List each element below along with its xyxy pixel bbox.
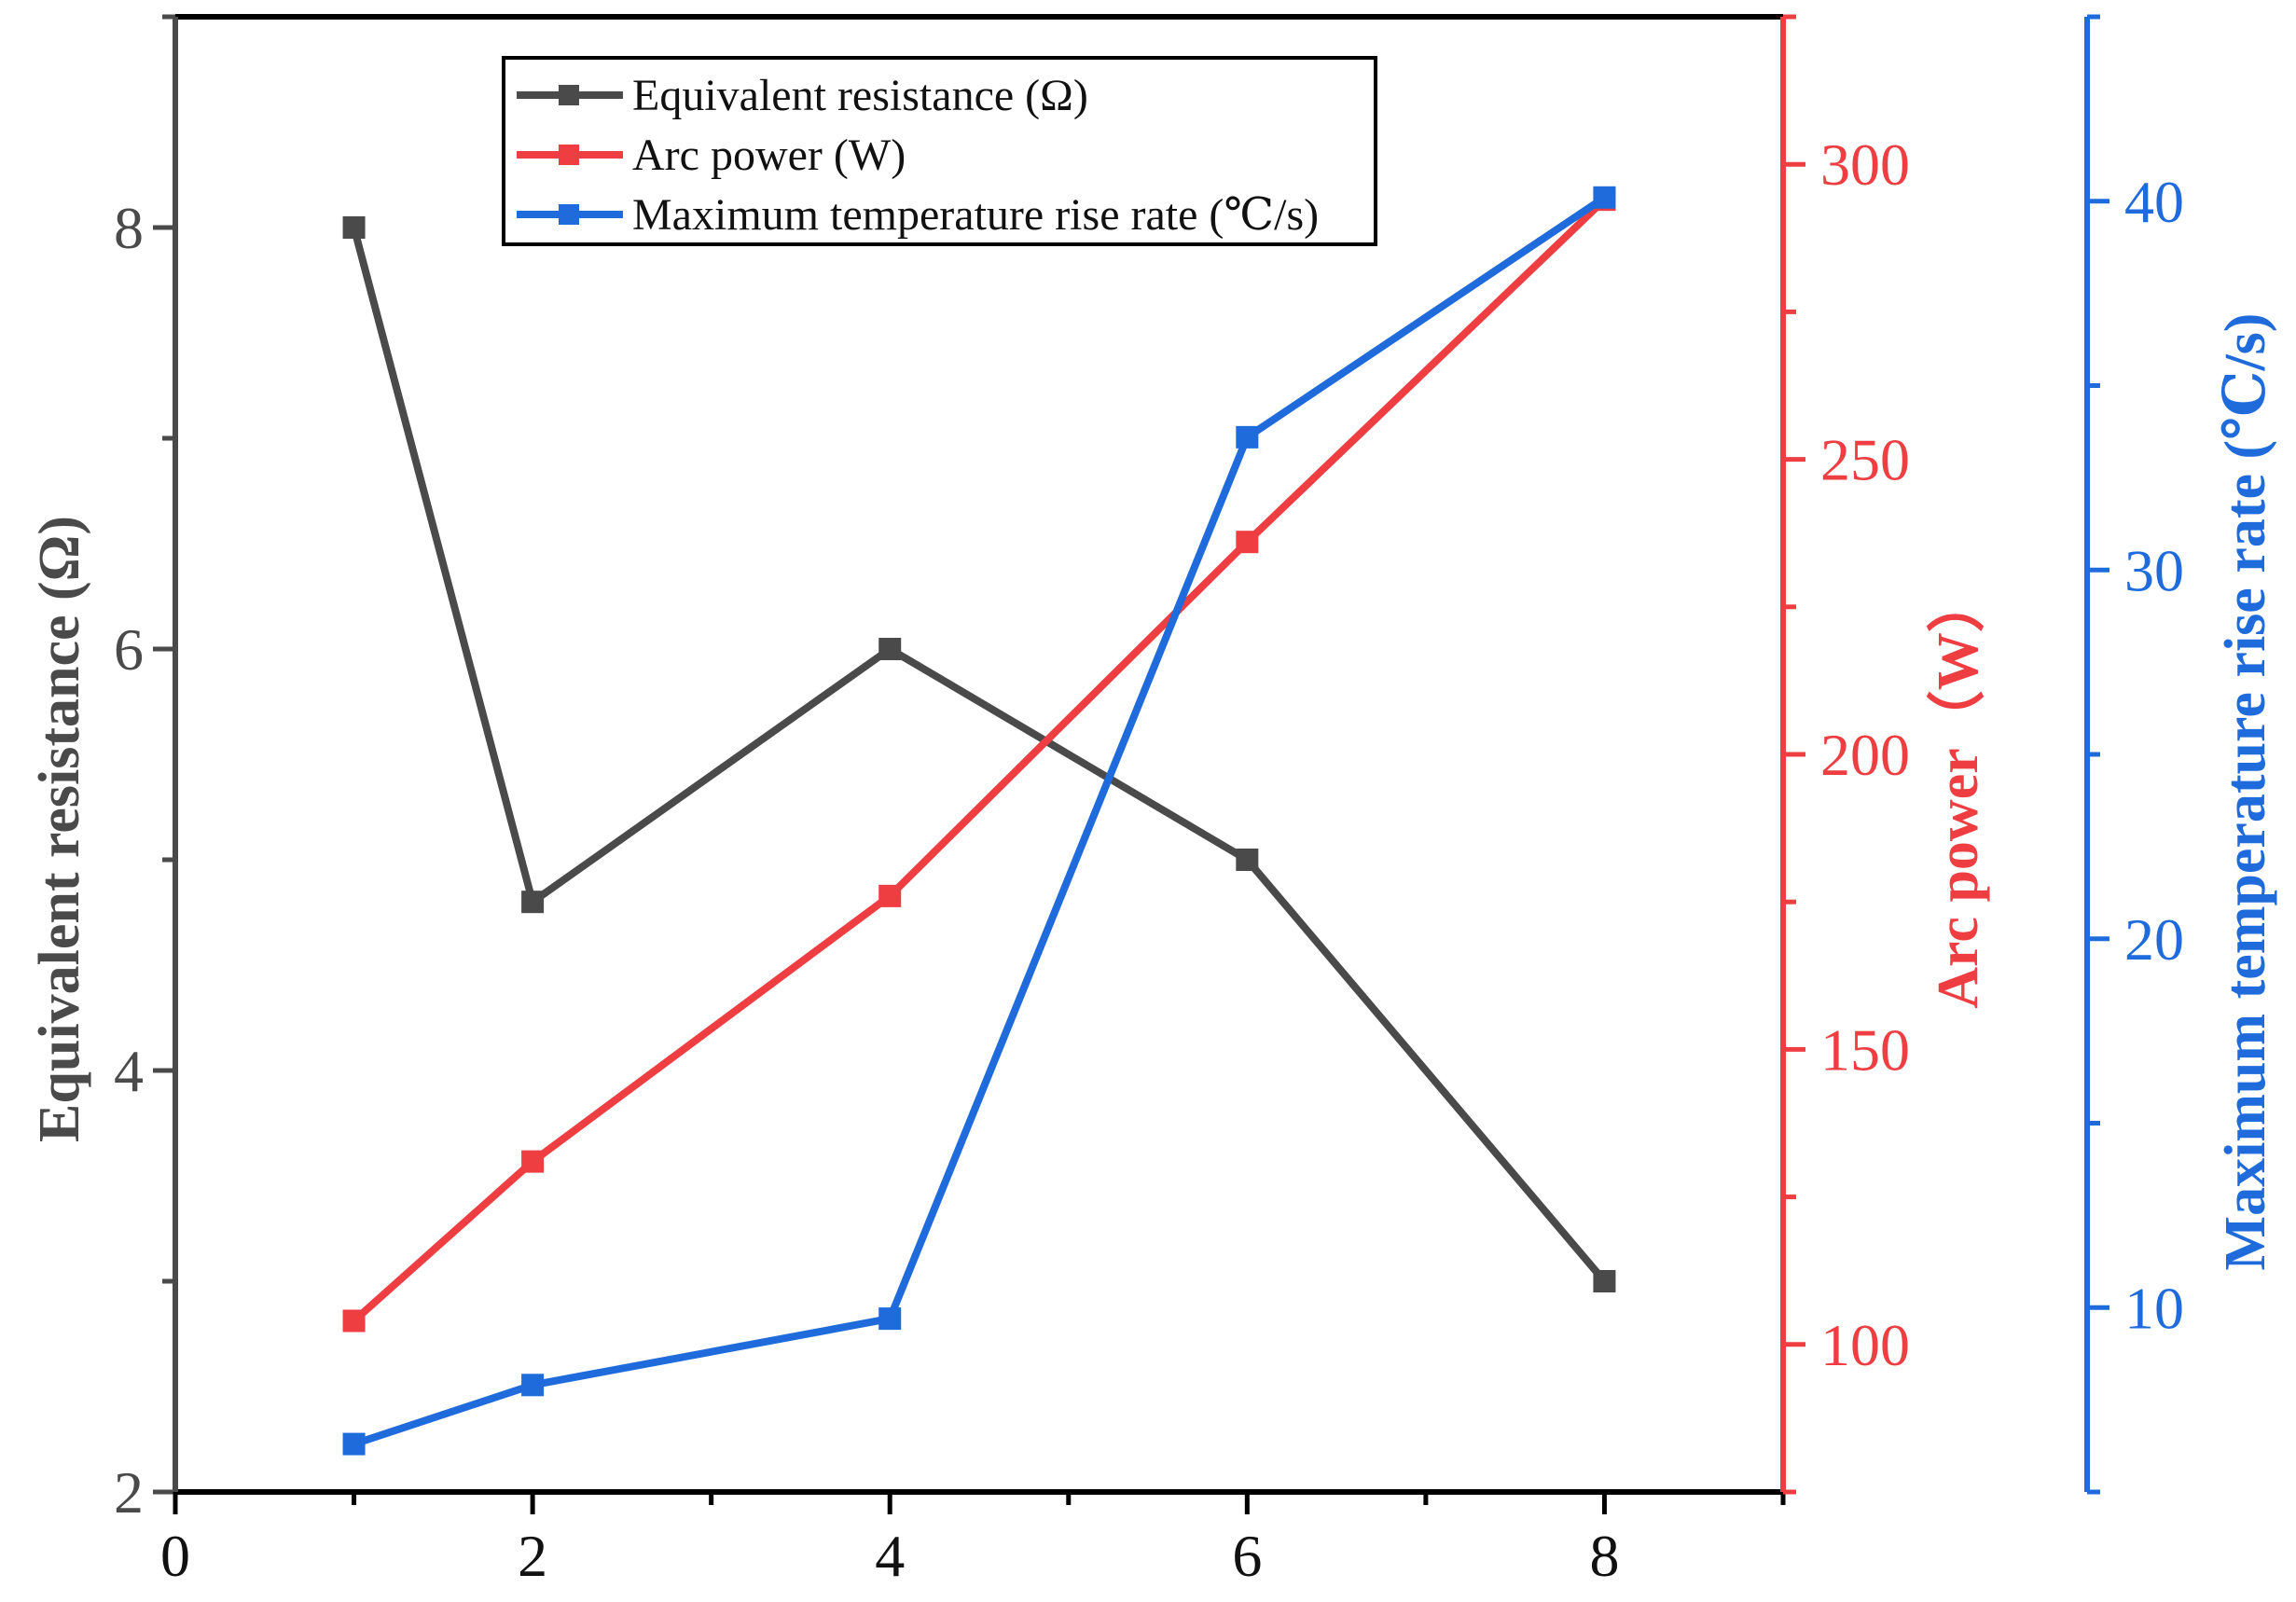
legend-box [502, 56, 1377, 246]
left-axis: 2 4 6 8 Equivalent resistance (Ω) [28, 14, 178, 1526]
x-tick-label: 4 [875, 1523, 905, 1589]
left-tick-label: 6 [114, 616, 144, 683]
temperature-rate-tick-label: 30 [2124, 537, 2184, 603]
left-tick-label: 8 [114, 195, 144, 261]
series-layer [342, 186, 1616, 1456]
x-tick-label: 8 [1589, 1523, 1619, 1589]
left-tick-label: 2 [114, 1459, 144, 1526]
temperature-rate-axis: 10 20 30 40 Maximum temperature rise rate (℃… [2084, 14, 2277, 1495]
data-point-2 [521, 1374, 545, 1397]
arc-power-tick-label: 150 [1820, 1016, 1910, 1083]
legend-entry: Maximum temperature rise rate (℃/s) [632, 190, 1319, 240]
arc-power-axis: 100 150 200 250 300 Arc power（W） [1780, 14, 1990, 1495]
left-tick-label: 4 [114, 1038, 144, 1104]
data-point-1 [342, 1309, 366, 1333]
temperature-rate-axis-title: Maximum temperature rise rate (℃/s) [2214, 313, 2277, 1271]
legend-entry: Arc power (W) [632, 131, 906, 180]
data-point-0 [342, 216, 366, 239]
data-point-1 [521, 1150, 545, 1173]
arc-power-tick-label: 100 [1820, 1312, 1910, 1378]
arc-power-tick-label: 300 [1820, 131, 1910, 198]
data-point-1 [1236, 531, 1259, 554]
arc-power-tick-label: 200 [1820, 722, 1910, 788]
data-point-2 [1593, 186, 1616, 209]
left-axis-title: Equivalent resistance (Ω) [28, 516, 91, 1142]
arc-power-tick-label: 250 [1820, 427, 1910, 493]
arc-power-axis-title: Arc power（W） [1925, 574, 1990, 1009]
legend: Equivalent resistance (Ω) Arc power (W) Ma… [502, 56, 1377, 246]
data-point-1 [878, 884, 902, 907]
temperature-rate-tick-label: 40 [2124, 169, 2184, 235]
legend-swatch-marker [559, 204, 579, 225]
x-tick-label: 0 [160, 1523, 190, 1589]
data-point-0 [878, 638, 902, 660]
data-point-0 [1236, 849, 1259, 871]
bottom-axis: 0 2 4 6 8 [160, 1492, 1786, 1589]
legend-entry: Equivalent resistance (Ω) [632, 71, 1088, 120]
data-point-2 [1236, 425, 1259, 449]
legend-swatch-marker [559, 145, 579, 165]
x-tick-label: 6 [1232, 1523, 1262, 1589]
data-point-2 [342, 1432, 366, 1456]
temperature-rate-tick-label: 20 [2124, 906, 2184, 973]
x-tick-label: 2 [518, 1523, 547, 1589]
plot-frame [175, 14, 1783, 1495]
temperature-rate-tick-label: 10 [2124, 1275, 2184, 1341]
data-point-0 [1593, 1270, 1616, 1292]
data-point-0 [521, 891, 545, 914]
series-line-0 [350, 226, 1608, 1284]
legend-swatch-marker [559, 85, 579, 105]
data-point-2 [878, 1307, 902, 1331]
